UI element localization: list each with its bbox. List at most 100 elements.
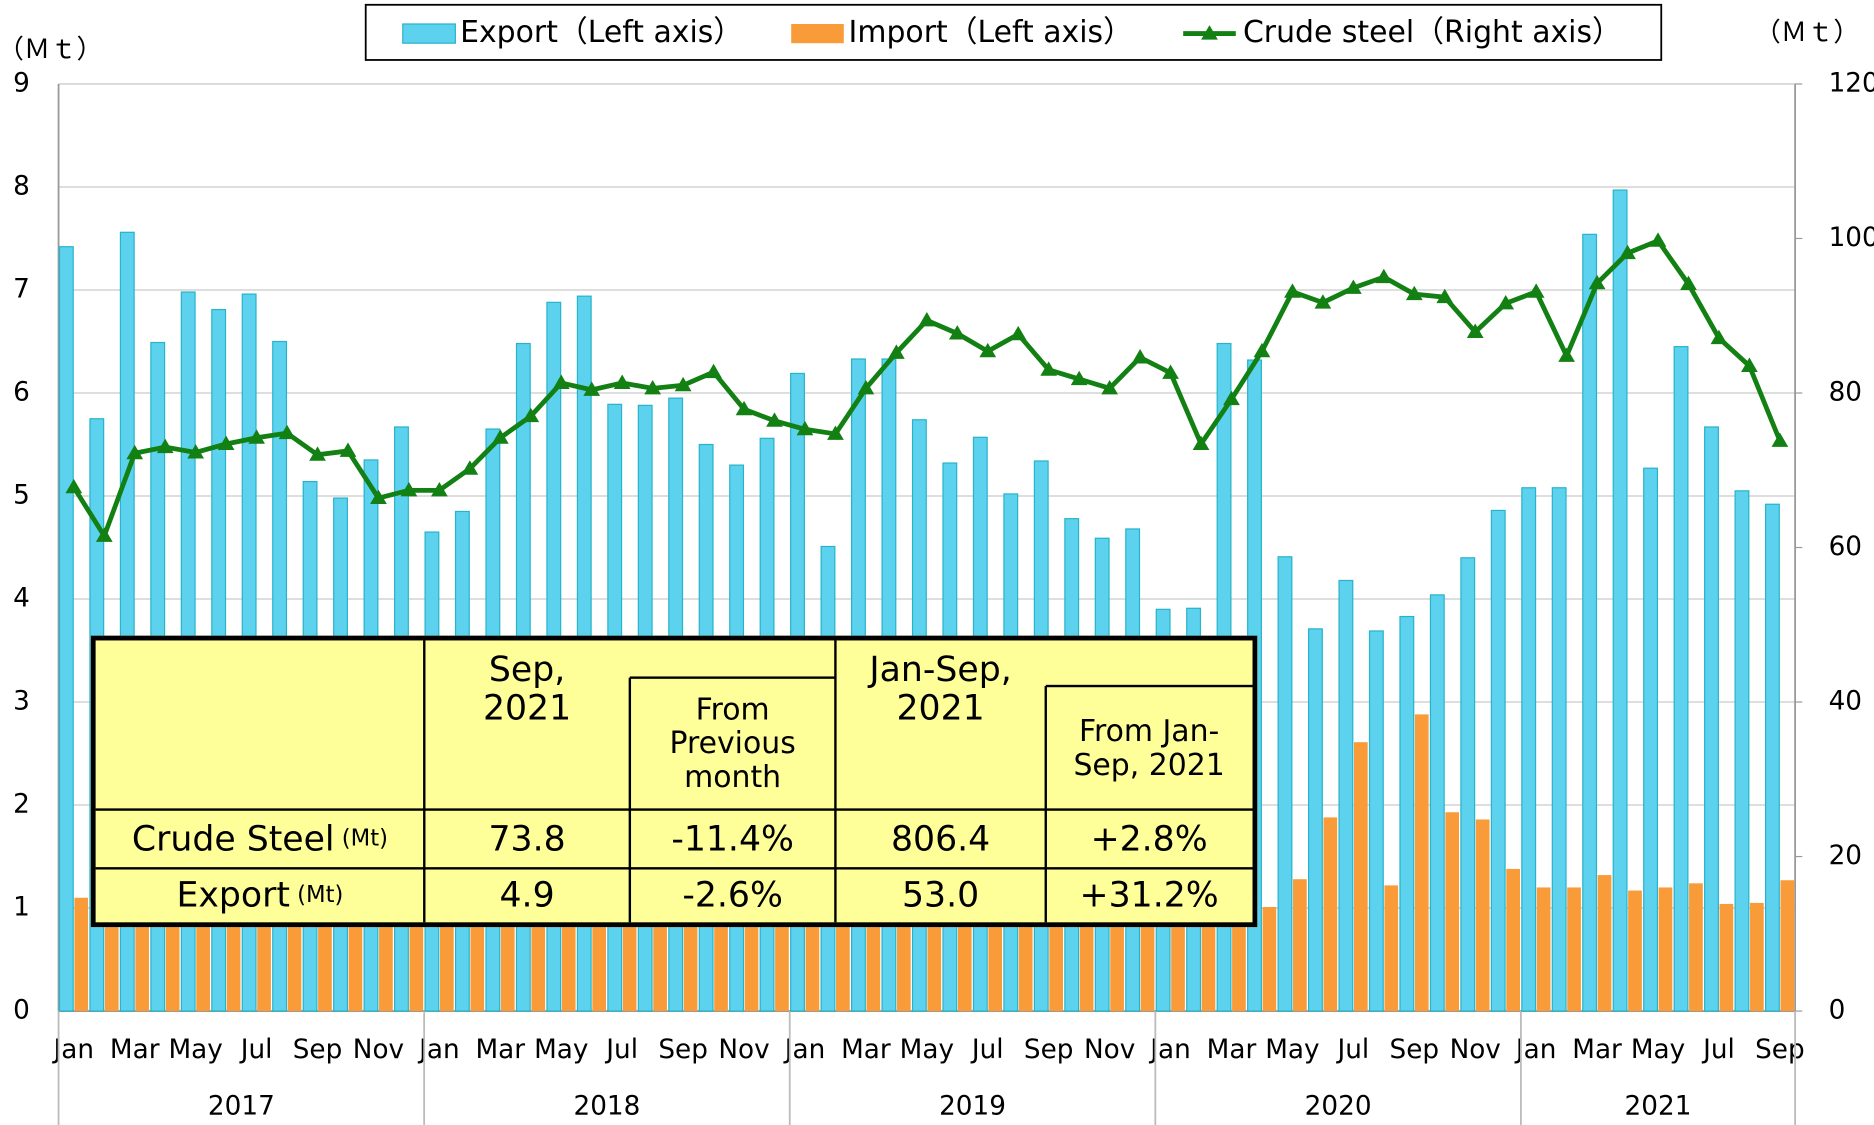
line-marker (1710, 329, 1728, 345)
y2-tick-label: 0 (1829, 996, 1846, 1026)
line-marker (796, 420, 814, 436)
line-marker (1131, 349, 1149, 364)
bar (1277, 556, 1293, 1012)
y-tick-label: 5 (13, 480, 30, 510)
bar (58, 246, 74, 1012)
y2-tick-label: 20 (1829, 841, 1862, 871)
y2-tick-label: 120 (1829, 68, 1874, 98)
line-marker (1680, 275, 1697, 291)
line-marker (1558, 347, 1575, 362)
line-marker (552, 374, 570, 389)
table-cell: 73.8 (488, 818, 566, 860)
x-tick-label: Mar (1572, 1035, 1622, 1065)
header-text: Jan-Sep, 2021 (869, 648, 1012, 729)
bar (1338, 579, 1354, 1012)
line-marker (674, 376, 692, 392)
x-tick-label: Sep (1390, 1035, 1440, 1065)
row-unit: (Mt) (297, 881, 344, 908)
bar (1414, 714, 1429, 1012)
bar (1399, 615, 1415, 1012)
y-axis-unit: （Ｍｔ） (0, 35, 103, 65)
row-label-text: Crude Steel (131, 818, 335, 860)
line-marker (1192, 435, 1210, 450)
bar (1353, 742, 1368, 1012)
line-marker (1040, 361, 1058, 376)
line-marker (95, 527, 113, 542)
bar (1323, 817, 1338, 1012)
bar (1429, 594, 1445, 1012)
year-label: 2019 (939, 1091, 1006, 1121)
bar (74, 897, 89, 1012)
bar (1734, 490, 1750, 1012)
x-tick-label: Jul (604, 1035, 638, 1065)
bar (1293, 879, 1307, 1012)
bar (1551, 487, 1567, 1012)
line-marker (1344, 279, 1362, 294)
y-tick-label: 6 (13, 377, 30, 407)
line-marker (400, 481, 418, 497)
row-label: Export (Mt) (96, 868, 425, 922)
x-tick-label: Nov (1084, 1035, 1135, 1065)
line-marker (1314, 294, 1332, 309)
bar (1597, 875, 1612, 1012)
x-tick-label: Sep (658, 1035, 708, 1065)
y2-axis-unit: （Ｍｔ） (1755, 18, 1860, 48)
header-text: From Jan-Sep, 2021 (1073, 713, 1225, 782)
header-text: Sep, 2021 (482, 648, 572, 729)
year-label: 2021 (1625, 1091, 1692, 1121)
legend-marker (1201, 25, 1218, 40)
x-tick-label: Nov (718, 1035, 769, 1065)
line-marker (948, 325, 966, 340)
table-header: From Previous month (630, 678, 836, 810)
line-marker (1162, 364, 1179, 379)
table-cell: 53.0 (901, 874, 980, 916)
legend-swatch (402, 23, 456, 44)
legend-label: Export（Left axis） (460, 15, 743, 50)
line-marker (461, 460, 479, 475)
line-marker (1223, 390, 1240, 406)
line-marker (1284, 283, 1301, 298)
bar (1780, 880, 1795, 1012)
header-text: From Previous month (669, 692, 796, 794)
line-marker (1771, 432, 1789, 447)
line-marker (1009, 325, 1027, 341)
line-marker (583, 381, 601, 396)
x-tick-label: May (534, 1035, 588, 1065)
bar (1643, 467, 1659, 1012)
bar (1536, 887, 1551, 1012)
x-tick-label: Sep (1024, 1035, 1074, 1065)
x-tick-label: Jul (1701, 1035, 1735, 1065)
line-marker (827, 425, 844, 440)
bar (1750, 902, 1764, 1012)
y2-tick-label: 100 (1829, 223, 1874, 253)
bar (1719, 903, 1734, 1012)
y-tick-label: 9 (13, 68, 30, 98)
y-tick-label: 8 (13, 171, 30, 201)
bar (1673, 346, 1689, 1012)
x-tick-label: Jul (1336, 1035, 1370, 1065)
year-label: 2018 (573, 1091, 640, 1121)
line-marker (126, 444, 144, 460)
bar (1567, 887, 1581, 1012)
line-marker (857, 379, 875, 395)
legend-swatch (791, 23, 844, 44)
line-marker (339, 442, 357, 457)
line-marker (431, 481, 448, 497)
y2-tick-label: 40 (1829, 686, 1862, 716)
line-marker (1649, 232, 1667, 247)
line-marker (156, 438, 174, 454)
table-rule (1044, 686, 1047, 923)
table-cell: +2.8% (1090, 818, 1208, 860)
table-cell: 4.9 (499, 874, 555, 916)
table-header: Sep, 2021 (424, 640, 630, 809)
table-cell: -11.4% (671, 818, 794, 860)
line-marker (613, 374, 631, 389)
x-tick-label: Mar (1207, 1035, 1257, 1065)
line-marker (1101, 379, 1118, 395)
bar (1658, 887, 1673, 1012)
line-marker (1497, 294, 1515, 310)
table-rule (95, 867, 1253, 870)
line-marker (217, 435, 235, 450)
